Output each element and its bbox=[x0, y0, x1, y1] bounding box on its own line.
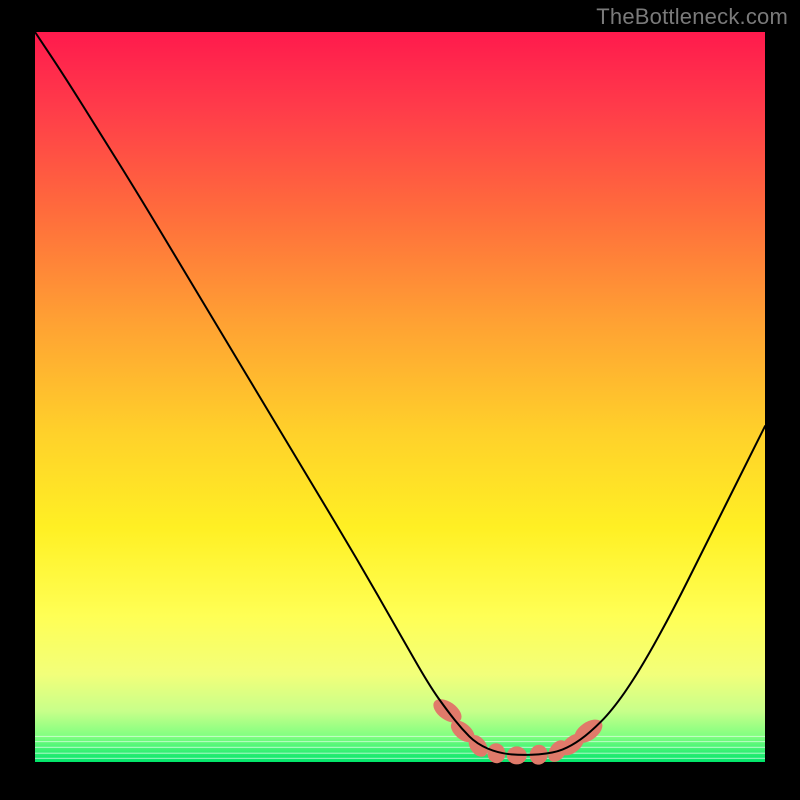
chart-plot-bg bbox=[35, 32, 765, 762]
bottleneck-chart bbox=[0, 0, 800, 800]
chart-container: TheBottleneck.com bbox=[0, 0, 800, 800]
watermark-text: TheBottleneck.com bbox=[596, 4, 788, 30]
